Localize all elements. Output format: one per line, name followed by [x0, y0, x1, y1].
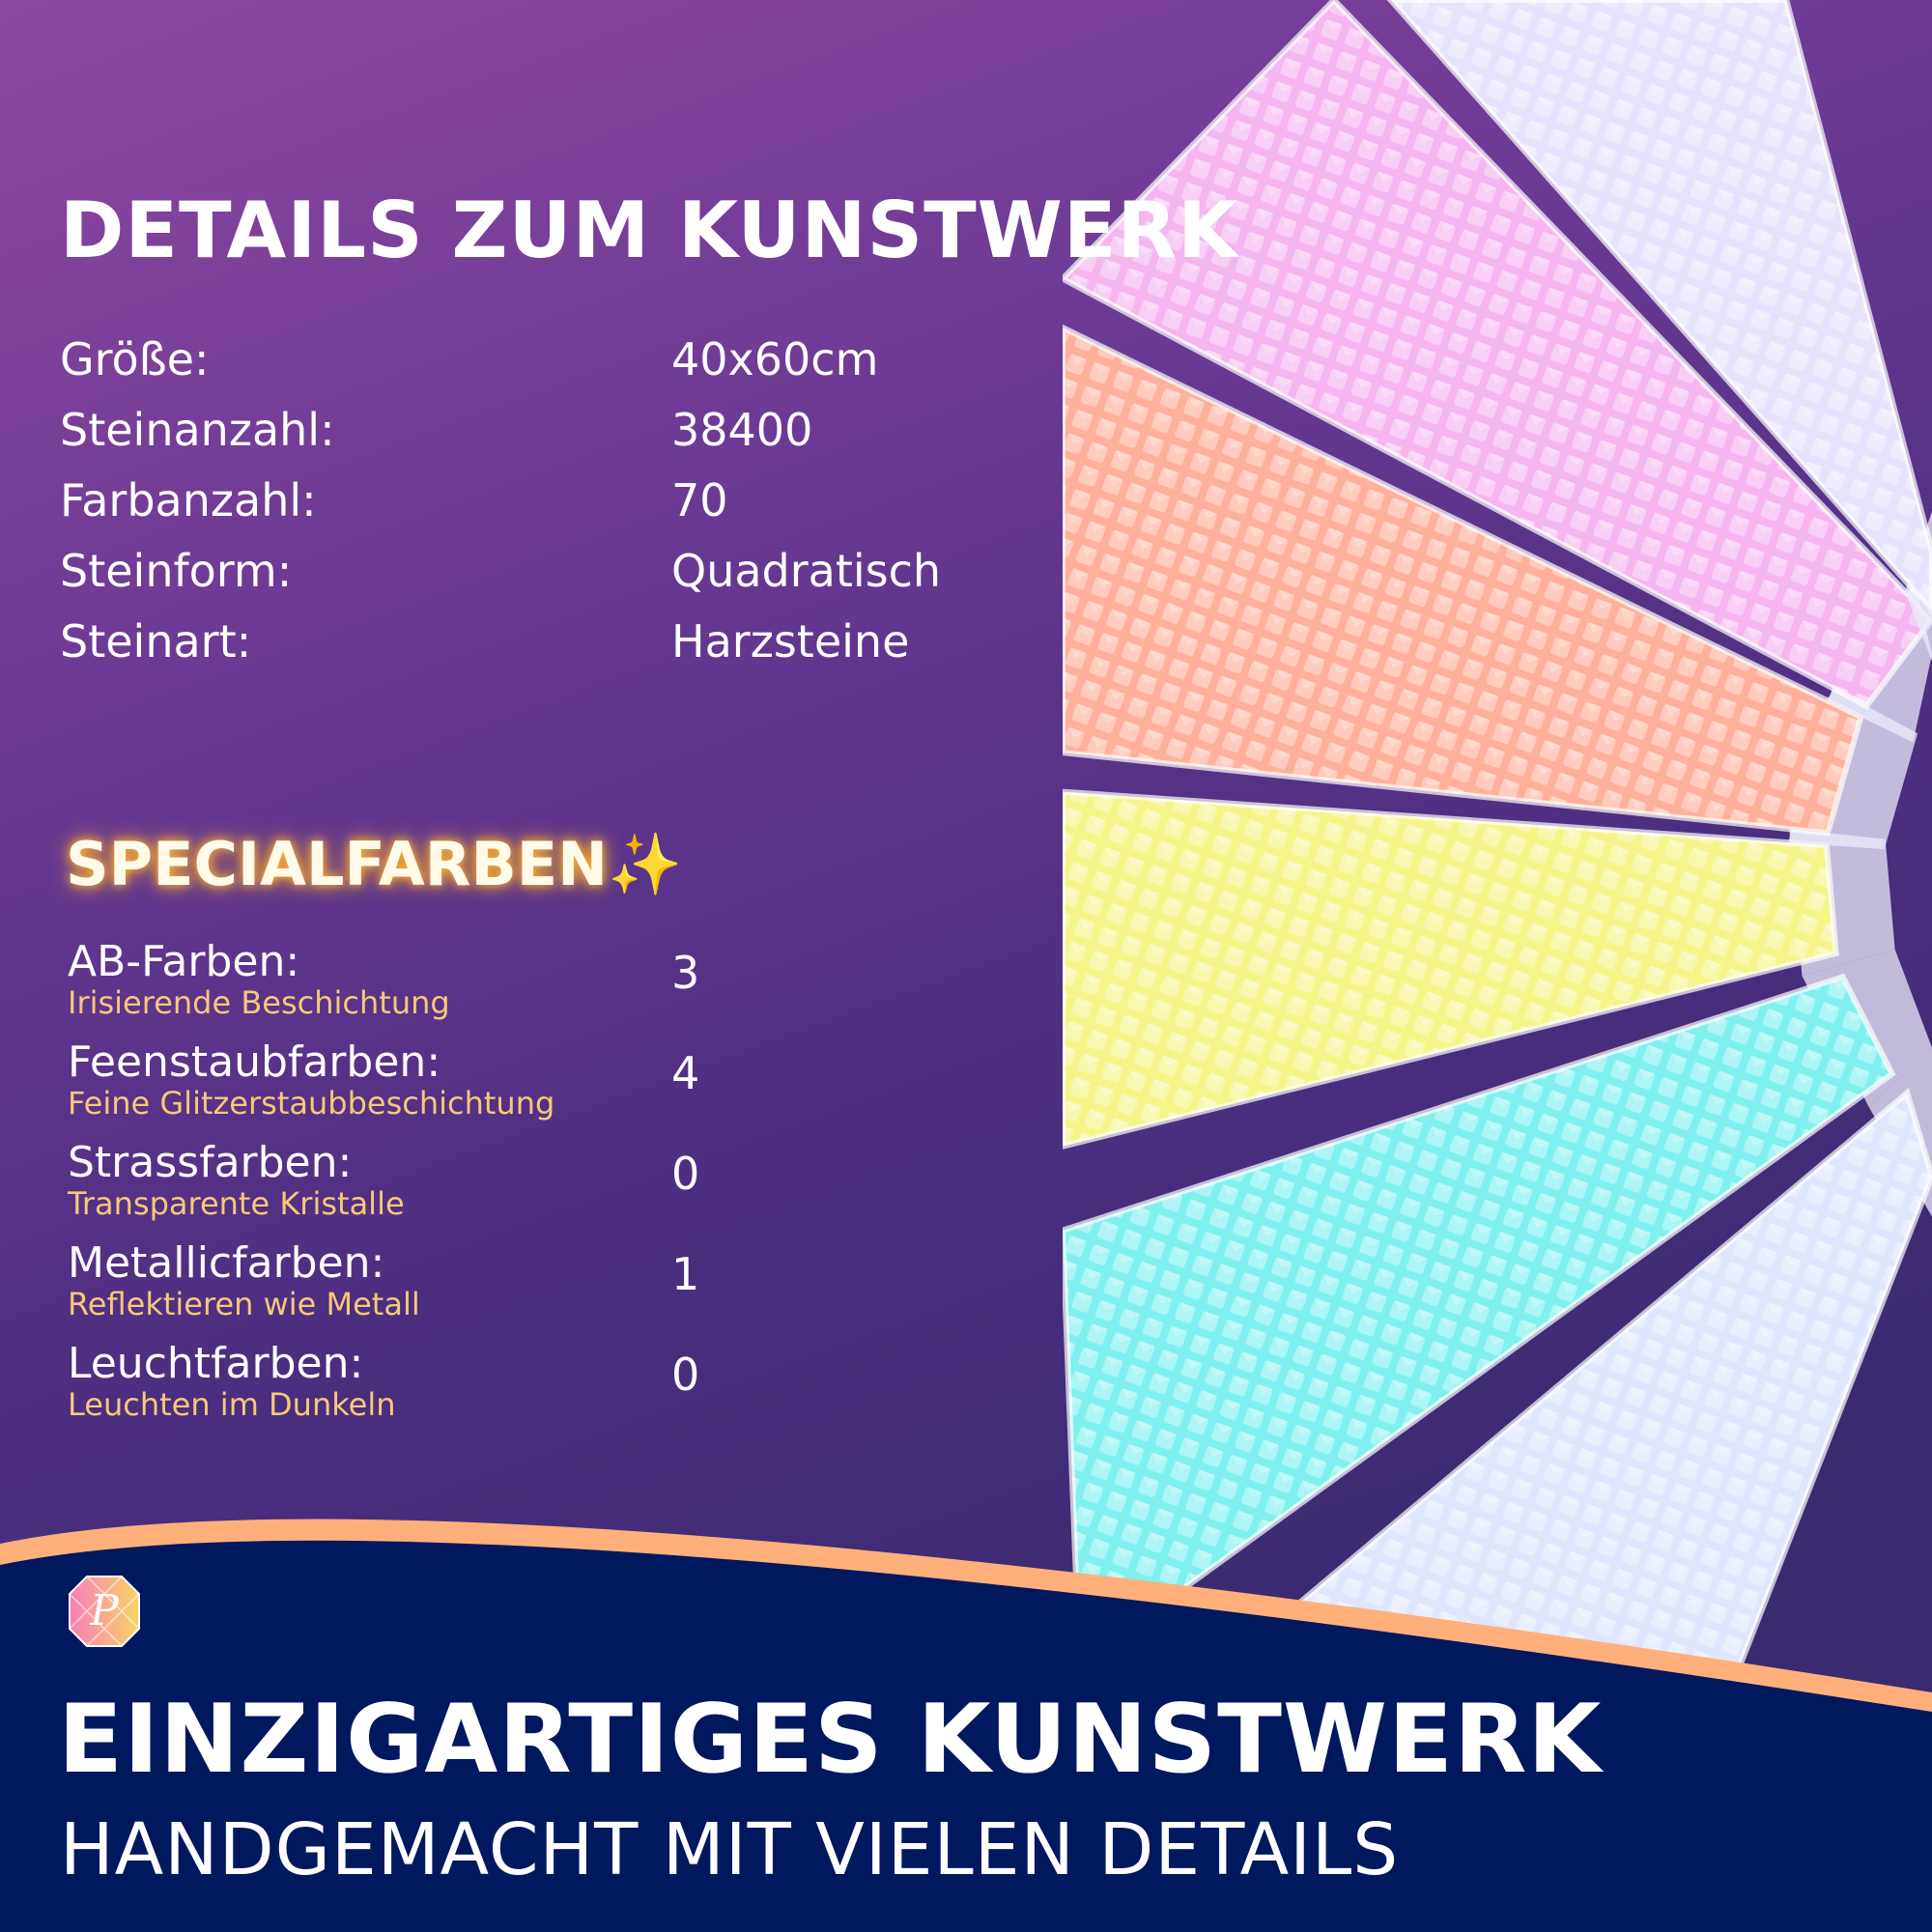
special-color-label: AB-Farben: [68, 937, 300, 986]
gem-texture [1063, 791, 1836, 1147]
special-color-description: Irisierende Beschichtung [68, 984, 450, 1021]
special-color-count: 4 [671, 1047, 700, 1099]
detail-row: Größe: 40x60cm [60, 333, 878, 385]
gem-texture [1063, 977, 1892, 1664]
svg-text:P: P [89, 1586, 120, 1635]
special-color-row: AB-Farben: Irisierende Beschichtung 3 [68, 937, 699, 1021]
detail-value: Quadratisch [671, 545, 942, 597]
special-color-count: 3 [671, 947, 700, 999]
special-colors-title: SPECIALFARBEN✨ [66, 829, 683, 899]
special-color-count: 1 [671, 1248, 700, 1300]
special-color-row: Leuchtfarben: Leuchten im Dunkeln 0 [68, 1339, 699, 1423]
special-color-description: Feine Glitzerstaubbeschichtung [68, 1085, 555, 1122]
footer-subline: HANDGEMACHT MIT VIELEN DETAILS [60, 1808, 1400, 1891]
detail-row: Steinform: Quadratisch [60, 545, 941, 597]
special-color-label: Metallicfarben: [68, 1238, 385, 1288]
detail-row: Farbanzahl: 70 [60, 474, 728, 526]
special-color-description: Reflektieren wie Metall [68, 1286, 420, 1322]
detail-label: Steinart: [60, 615, 252, 668]
special-color-count: 0 [671, 1148, 700, 1200]
special-color-label: Feenstaubfarben: [68, 1037, 441, 1087]
gem-texture [1063, 0, 1932, 706]
special-color-row: Strassfarben: Transparente Kristalle 0 [68, 1138, 699, 1222]
special-color-description: Transparente Kristalle [68, 1185, 405, 1222]
detail-label: Steinform: [60, 545, 293, 597]
special-color-count: 0 [671, 1349, 700, 1401]
detail-value: Harzsteine [671, 615, 910, 668]
detail-value: 40x60cm [671, 333, 879, 385]
details-title: DETAILS ZUM KUNSTWERK [60, 185, 1239, 275]
footer-headline: EINZIGARTIGES KUNSTWERK [58, 1685, 1603, 1795]
special-color-label: Strassfarben: [68, 1138, 353, 1187]
sparkles-icon: ✨ [607, 829, 683, 899]
special-color-description: Leuchten im Dunkeln [68, 1386, 396, 1423]
detail-value: 38400 [671, 404, 813, 456]
gem-texture [1063, 327, 1861, 834]
detail-label: Größe: [60, 333, 210, 385]
detail-label: Steinanzahl: [60, 404, 335, 456]
brand-logo: P [69, 1576, 140, 1647]
detail-value: 70 [671, 474, 728, 526]
detail-row: Steinart: Harzsteine [60, 615, 909, 668]
special-color-label: Leuchtfarben: [68, 1339, 364, 1388]
gem-bags-photo [1063, 0, 1932, 1739]
gem-texture [1137, 1093, 1932, 1739]
special-color-row: Metallicfarben: Reflektieren wie Metall 1 [68, 1238, 699, 1322]
special-color-row: Feenstaubfarben: Feine Glitzerstaubbeschi… [68, 1037, 699, 1122]
detail-label: Farbanzahl: [60, 474, 317, 526]
detail-row: Steinanzahl: 38400 [60, 404, 812, 456]
